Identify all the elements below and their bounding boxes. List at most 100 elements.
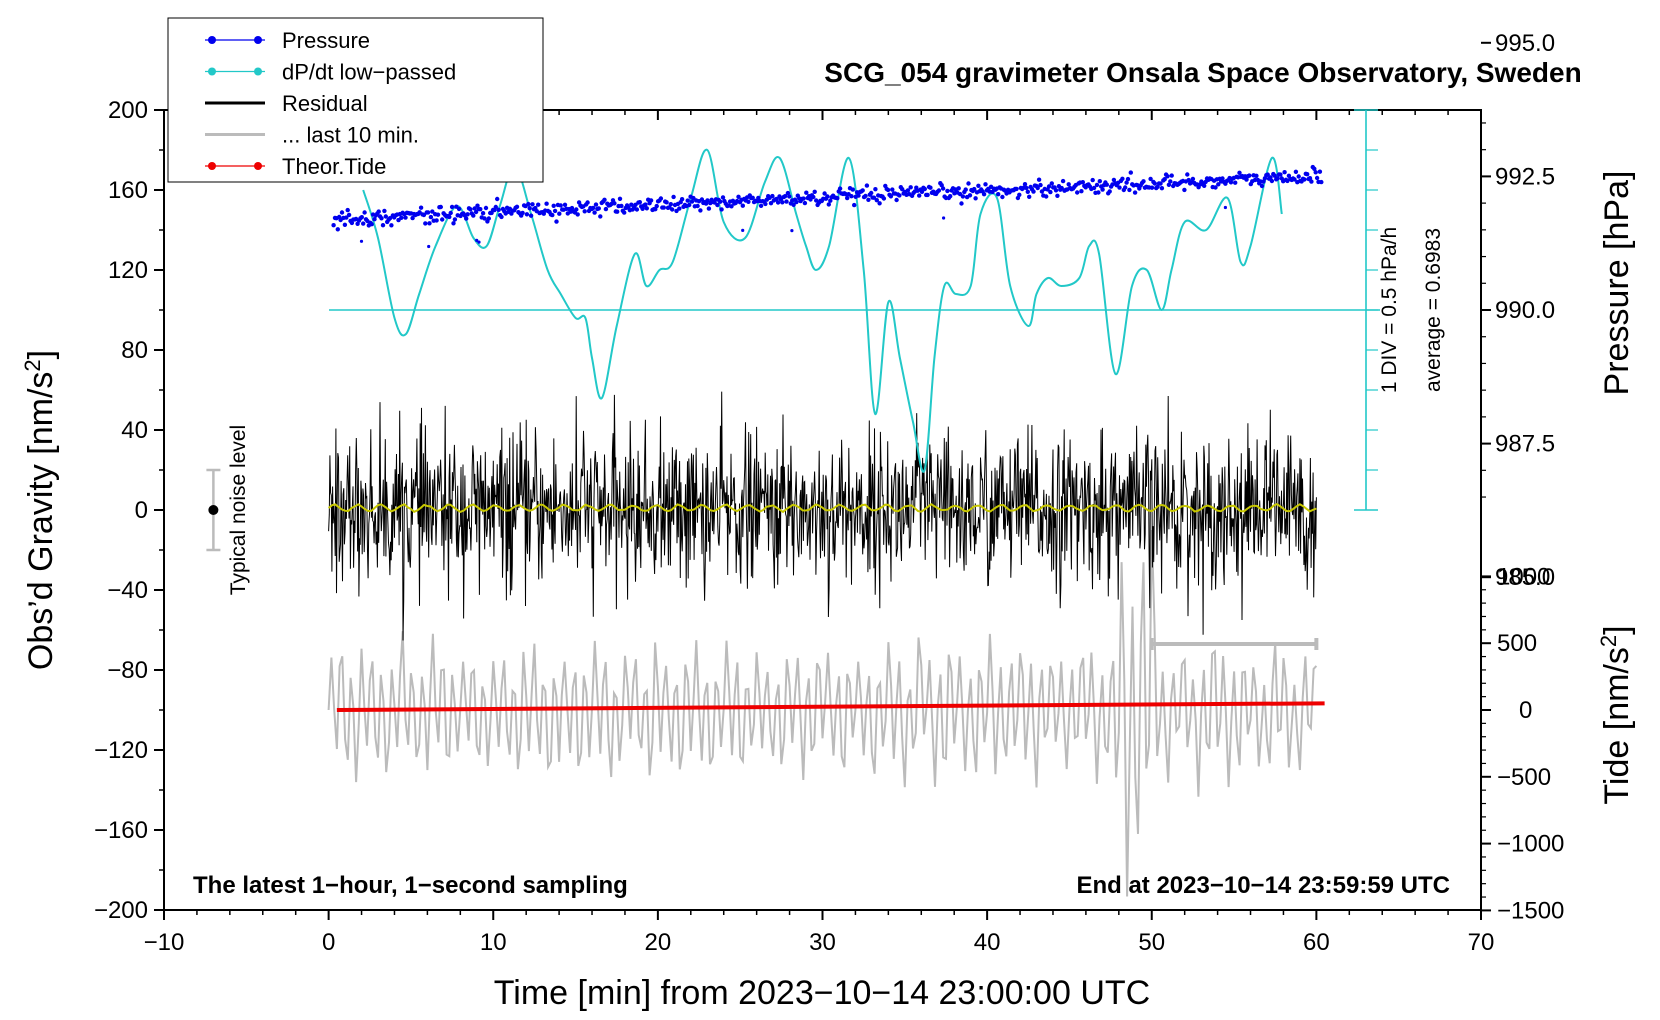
pressure-outlier-point: [359, 239, 364, 243]
pressure-point: [493, 204, 498, 210]
tide-layer: [336, 701, 1325, 712]
pressure-point: [782, 194, 788, 199]
pressure-point: [1293, 169, 1299, 174]
pressure-point: [598, 214, 603, 219]
pressure-point: [558, 203, 563, 208]
pressure-point: [421, 212, 427, 218]
pressure-point: [812, 189, 817, 194]
pressure-point: [670, 207, 675, 212]
pressure-point: [973, 196, 978, 201]
pressure-point: [403, 215, 408, 220]
pressure-tick-label: 995.0: [1495, 30, 1555, 57]
pressure-point: [1220, 176, 1225, 181]
pressure-point: [473, 209, 479, 215]
pressure-point: [890, 187, 895, 192]
pressure-tick-label: 985.0: [1495, 564, 1555, 591]
pressure-point: [996, 192, 1001, 197]
pressure-point: [873, 187, 878, 192]
y-left-axis-ticks: 200 160 120 80 40 0 −40 −80 −120 −160 −200: [94, 97, 164, 924]
pressure-point: [888, 194, 894, 199]
pressure-point: [763, 201, 768, 207]
pressure-point: [536, 202, 541, 207]
pressure-point: [928, 185, 933, 190]
pressure-point: [885, 187, 891, 193]
pressure-point: [1035, 185, 1040, 191]
pressure-point: [972, 186, 977, 192]
x-axis-ticks: −10 0 10 20 30 40 50 60 70: [144, 110, 1495, 956]
legend-items: Pressure dP/dt low−passed Residual ... last…: [205, 28, 456, 179]
pressure-point: [449, 204, 455, 210]
pressure-point: [528, 213, 534, 218]
pressure-point: [720, 195, 726, 200]
pressure-point: [530, 202, 535, 207]
pressure-point: [574, 207, 579, 212]
pressure-point: [689, 199, 695, 204]
pressure-point: [664, 200, 669, 205]
pressure-point: [699, 197, 705, 202]
pressure-point: [908, 185, 913, 190]
pressure-point: [550, 212, 555, 218]
pressure-point: [617, 196, 623, 201]
pressure-point: [592, 210, 597, 215]
legend: Pressure dP/dt low−passed Residual ... last…: [167, 17, 544, 183]
pressure-point: [959, 201, 964, 206]
pressure-point: [1166, 182, 1172, 187]
pressure-point: [344, 215, 349, 220]
pressure-point: [750, 195, 755, 200]
noise-level-label: Typical noise level: [227, 425, 250, 595]
pressure-outlier-point: [790, 229, 794, 233]
pressure-point: [362, 210, 367, 215]
pressure-point: [837, 186, 843, 191]
pressure-point: [1066, 182, 1071, 187]
pressure-point: [376, 209, 381, 214]
pressure-point: [1111, 177, 1117, 183]
pressure-point: [718, 199, 723, 204]
pressure-tick-label: 987.5: [1495, 431, 1555, 458]
pressure-point: [1185, 172, 1190, 177]
y-left-tick-label: −120: [94, 737, 148, 764]
dpdt-scale-label: 1 DIV = 0.5 hPa/h: [1378, 227, 1401, 393]
pressure-point: [480, 211, 486, 216]
pressure-point: [940, 186, 946, 191]
pressure-point: [1060, 178, 1066, 184]
pressure-point: [640, 206, 645, 211]
pressure-point: [808, 197, 813, 202]
pressure-point: [874, 198, 879, 203]
pressure-point: [1261, 179, 1266, 184]
pressure-point: [801, 196, 806, 201]
pressure-point: [864, 183, 870, 188]
pressure-point: [967, 193, 973, 198]
pressure-point: [349, 220, 355, 226]
pressure-point: [811, 194, 816, 200]
x-tick-label: 30: [809, 929, 836, 956]
pressure-point: [1202, 183, 1207, 188]
tide-tick-label: −1500: [1497, 897, 1564, 924]
pressure-point: [335, 227, 340, 232]
pressure-point: [804, 190, 809, 195]
pressure-point: [936, 188, 942, 193]
pressure-point: [369, 222, 374, 227]
x-tick-label: 10: [480, 929, 507, 956]
pressure-point: [860, 188, 865, 193]
pressure-point: [472, 206, 477, 211]
pressure-point: [1059, 185, 1064, 191]
pressure-point: [948, 194, 953, 199]
pressure-point: [1097, 179, 1103, 184]
x-axis-title: Time [min] from 2023−10−14 23:00:00 UTC: [494, 974, 1150, 1012]
annotation-end-time: End at 2023−10−14 23:59:59 UTC: [1076, 872, 1450, 899]
pressure-point: [372, 217, 377, 222]
tide-line: [336, 701, 1325, 712]
pressure-point: [552, 208, 558, 214]
pressure-point: [382, 208, 387, 214]
x-tick-label: 70: [1468, 929, 1495, 956]
x-tick-label: −10: [144, 929, 185, 956]
dpdt-layer: [362, 148, 1283, 473]
pressure-point: [1305, 172, 1310, 177]
pressure-point: [1031, 189, 1036, 194]
pressure-point: [922, 186, 927, 192]
pressure-point: [622, 210, 627, 215]
pressure-point: [591, 205, 596, 211]
y-left-axis-title-base: Obs’d Gravity [nm/s: [22, 372, 60, 671]
legend-swatch-marker: [254, 36, 262, 44]
y-left-tick-label: −200: [94, 897, 148, 924]
